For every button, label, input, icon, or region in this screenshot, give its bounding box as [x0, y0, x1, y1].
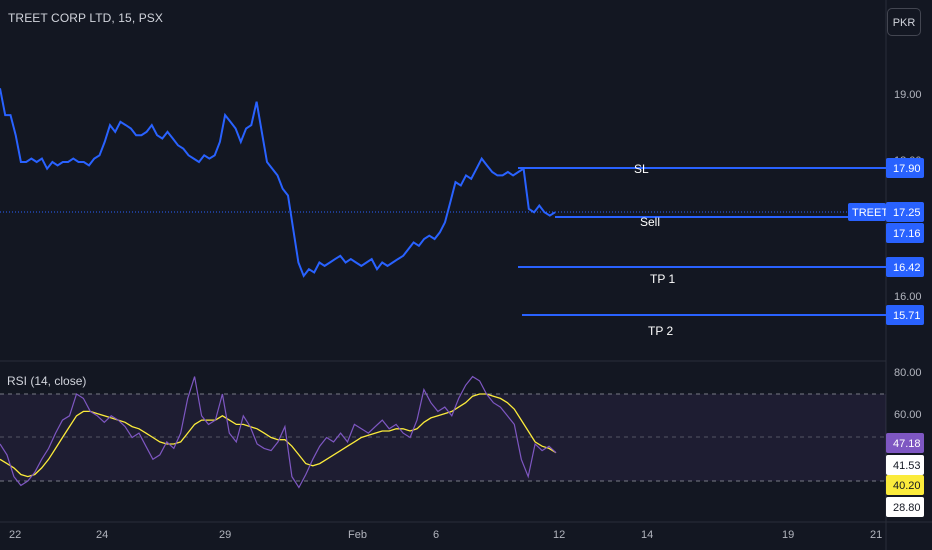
rsi-ma-label: 40.20 — [893, 480, 921, 492]
tp1-price-label: 16.42 — [893, 262, 921, 274]
sl-price-label: 17.90 — [893, 163, 921, 175]
price-tick-19: 19.00 — [894, 89, 922, 101]
sell-price-box — [886, 223, 924, 243]
symbol-badge-label: TREET — [852, 207, 888, 219]
tp2-price-box — [886, 305, 924, 325]
tp1-label: TP 1 — [650, 272, 675, 286]
rsi-ma-line[interactable] — [0, 393, 557, 478]
time-label-feb: Feb — [348, 529, 367, 541]
tp2-price-label: 15.71 — [893, 310, 921, 322]
sell-label: Sell — [640, 215, 660, 229]
time-label-24: 24 — [96, 529, 108, 541]
last-price-box — [886, 202, 924, 222]
time-label-6: 6 — [433, 529, 439, 541]
rsi-low-label: 28.80 — [893, 502, 921, 514]
rsi-tick-80: 80.00 — [894, 367, 922, 379]
rsi-ma-box — [886, 475, 924, 495]
time-label-29: 29 — [219, 529, 231, 541]
rsi-tick-60: 60.00 — [894, 409, 922, 421]
rsi-value-label: 47.18 — [893, 438, 921, 450]
currency-button[interactable]: PKR — [887, 8, 921, 36]
time-label-14: 14 — [641, 529, 653, 541]
sl-label: SL — [634, 162, 649, 176]
tp2-label: TP 2 — [648, 324, 673, 338]
sell-price-label: 17.16 — [893, 228, 921, 240]
last-price-label: 17.25 — [893, 207, 921, 219]
chart-title: TREET CORP LTD, 15, PSX — [8, 11, 164, 25]
tp1-price-box — [886, 257, 924, 277]
rsi-low-box — [886, 497, 924, 517]
rsi-title: RSI (14, close) — [7, 374, 87, 388]
rsi-mid-box — [886, 455, 924, 475]
time-label-12: 12 — [553, 529, 565, 541]
rsi-value-box — [886, 433, 924, 453]
time-label-19: 19 — [782, 529, 794, 541]
time-label-21: 21 — [870, 529, 882, 541]
sl-price-box — [886, 158, 924, 178]
rsi-mid-label: 41.53 — [893, 460, 921, 472]
price-tick-16: 16.00 — [894, 291, 922, 303]
time-label-22: 22 — [9, 529, 21, 541]
rsi-line[interactable] — [0, 375, 557, 489]
symbol-badge — [848, 203, 886, 221]
price-series-line[interactable] — [0, 88, 556, 278]
